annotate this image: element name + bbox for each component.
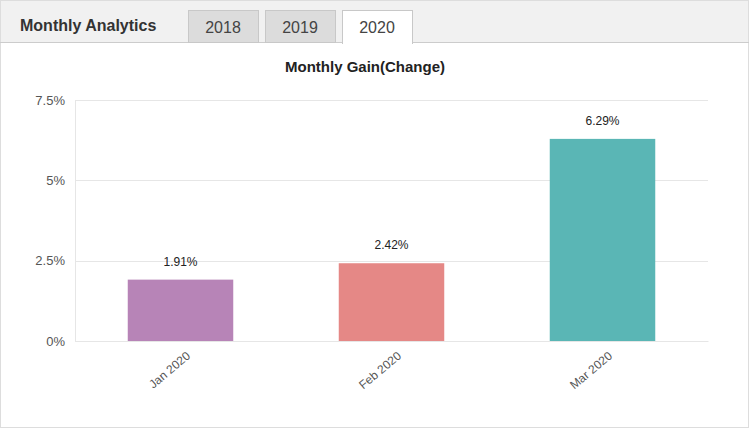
bar <box>550 139 656 341</box>
frame <box>1 1 749 428</box>
plot: 0% 2.5% 5% 7.5% 1.91% 2.42% 6.29% Jan 2020 Feb 2… <box>35 93 708 392</box>
y-tick-label: 0% <box>46 334 65 349</box>
y-tick: 0% <box>46 334 75 349</box>
y-tick: 2.5% <box>35 253 75 268</box>
header-title: Monthly Analytics <box>20 17 156 34</box>
tab[interactable]: 2020 <box>343 11 413 45</box>
page: Monthly Analytics 2018 2019 2020 Monthly Gai… <box>0 0 749 428</box>
data-labels: 1.91% 2.42% 6.29% <box>163 114 619 269</box>
y-axis-line <box>75 101 76 342</box>
header-bar <box>1 1 748 42</box>
x-tick-label: Feb 2020 <box>356 349 404 393</box>
y-tick-label: 7.5% <box>35 93 65 108</box>
y-tick: 5% <box>46 173 75 188</box>
data-label: 6.29% <box>585 114 619 128</box>
data-label: 1.91% <box>163 255 197 269</box>
x-axis-line <box>76 341 709 342</box>
bar <box>128 280 234 341</box>
grid <box>75 101 708 342</box>
y-tick: 7.5% <box>35 93 75 108</box>
y-tick-label: 5% <box>46 173 65 188</box>
data-label: 2.42% <box>374 238 408 252</box>
bars <box>128 139 656 341</box>
tab-box[interactable] <box>266 11 336 43</box>
x-tick-label: Mar 2020 <box>567 349 615 393</box>
tab-label[interactable]: 2020 <box>359 19 395 36</box>
tab-label[interactable]: 2018 <box>205 19 241 36</box>
x-tick: Mar 2020 <box>567 341 615 392</box>
tab-box[interactable] <box>343 11 413 44</box>
header-rule <box>0 42 749 43</box>
grid-line <box>75 341 708 342</box>
tab[interactable]: 2019 <box>266 11 336 43</box>
bar <box>339 263 445 341</box>
tab-box[interactable] <box>189 11 259 43</box>
y-tick-label: 2.5% <box>35 253 65 268</box>
grid-line <box>75 100 708 101</box>
chart-title: Monthly Gain(Change) <box>285 58 445 75</box>
tab[interactable]: 2018 <box>189 11 259 43</box>
x-axis: Jan 2020 Feb 2020 Mar 2020 <box>76 341 709 392</box>
tab-label[interactable]: 2019 <box>282 19 318 36</box>
x-tick: Feb 2020 <box>356 341 404 392</box>
tab-join <box>343 41 412 44</box>
x-tick: Jan 2020 <box>146 341 193 391</box>
y-axis: 0% 2.5% 5% 7.5% <box>35 93 75 349</box>
x-tick-label: Jan 2020 <box>146 349 193 392</box>
